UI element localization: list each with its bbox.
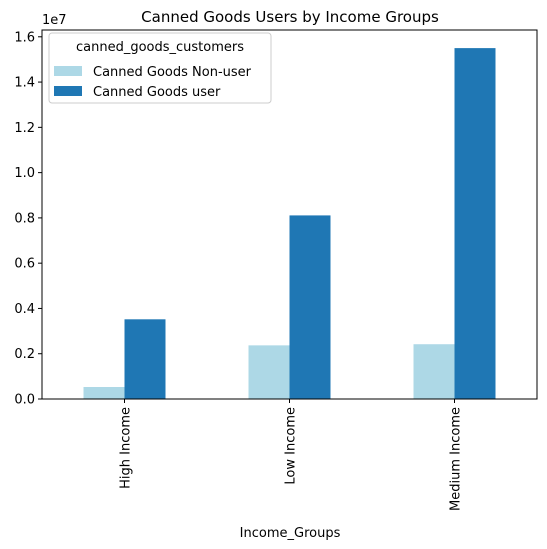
bar-canned-goods-user-medium-income (454, 48, 496, 400)
legend-frame (48, 32, 272, 104)
bars-layer (83, 48, 496, 400)
x-tick-label-medium-income: Medium Income (449, 407, 464, 511)
y-tick-label: 1.0 (14, 166, 35, 181)
legend: canned_goods_customers Canned Goods Non-… (48, 32, 272, 104)
bar-canned-goods-user-low-income (289, 215, 331, 399)
legend-swatch-canned-goods-user (54, 86, 82, 96)
y-tick-label: 0.4 (14, 302, 35, 317)
y-tick-label: 1.2 (14, 121, 35, 136)
chart-title: Canned Goods Users by Income Groups (141, 8, 439, 26)
x-axis-label: Income_Groups (240, 526, 341, 541)
y-tick-label: 0.8 (14, 211, 35, 226)
legend-label-canned-goods-user: Canned Goods user (93, 85, 221, 100)
y-tick-label: 0.0 (14, 393, 35, 408)
legend-swatch-canned-goods-non-user (54, 66, 82, 76)
bar-canned-goods-non-user-medium-income (413, 344, 455, 399)
bar-canned-goods-non-user-low-income (248, 345, 290, 399)
axes-layer: High Income Low Income Medium Income 0.0 0.2… (14, 29, 538, 511)
y-tick-label: 0.6 (14, 257, 35, 272)
y-tick-label: 0.2 (14, 347, 35, 362)
legend-label-canned-goods-non-user: Canned Goods Non-user (93, 65, 252, 80)
x-tick-label-low-income: Low Income (284, 407, 299, 485)
bar-canned-goods-user-high-income (124, 319, 166, 399)
x-tick-label-high-income: High Income (119, 407, 134, 489)
y-offset-label: 1e7 (42, 13, 67, 28)
y-tick-label: 1.6 (14, 30, 35, 45)
legend-title: canned_goods_customers (76, 40, 244, 55)
plot-frame (41, 29, 538, 400)
y-tick-label: 1.4 (14, 76, 35, 91)
bar-canned-goods-non-user-high-income (83, 387, 125, 399)
